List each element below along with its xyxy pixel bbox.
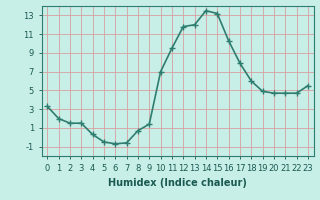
X-axis label: Humidex (Indice chaleur): Humidex (Indice chaleur) <box>108 178 247 188</box>
